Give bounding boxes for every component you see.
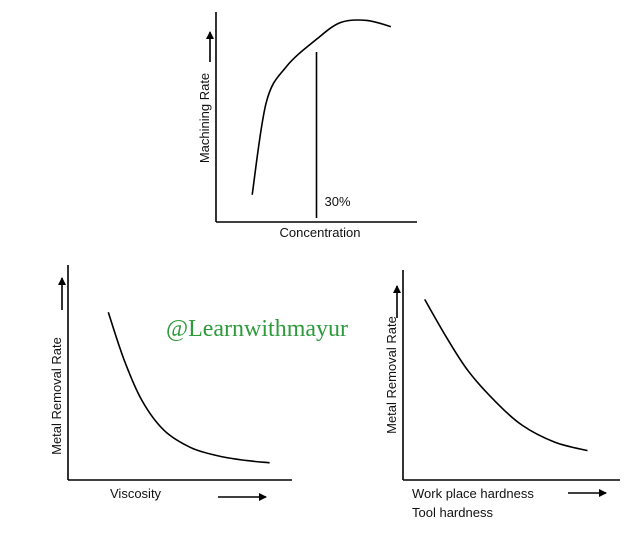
series-line [424,299,588,452]
chart-hardness: Work place hardness Tool hardness Metal … [384,270,620,520]
chart-concentration: 30% Concentration Machining Rate [197,12,417,240]
y-axis-label: Machining Rate [197,73,212,163]
watermark-text: @Learnwithmayur [166,316,348,342]
chart-viscosity: Viscosity Metal Removal Rate [49,265,292,501]
y-axis-label: Metal Removal Rate [49,337,64,455]
series-line [251,19,392,195]
series-line [107,312,270,464]
x-axis-label: Viscosity [110,486,162,501]
x-axis-label: Concentration [280,225,361,240]
annotation-label-30pct: 30% [325,194,351,209]
x-axis-label: Work place hardness [412,486,534,501]
x-axis-label-secondary: Tool hardness [412,505,493,520]
y-axis-label: Metal Removal Rate [384,316,399,434]
